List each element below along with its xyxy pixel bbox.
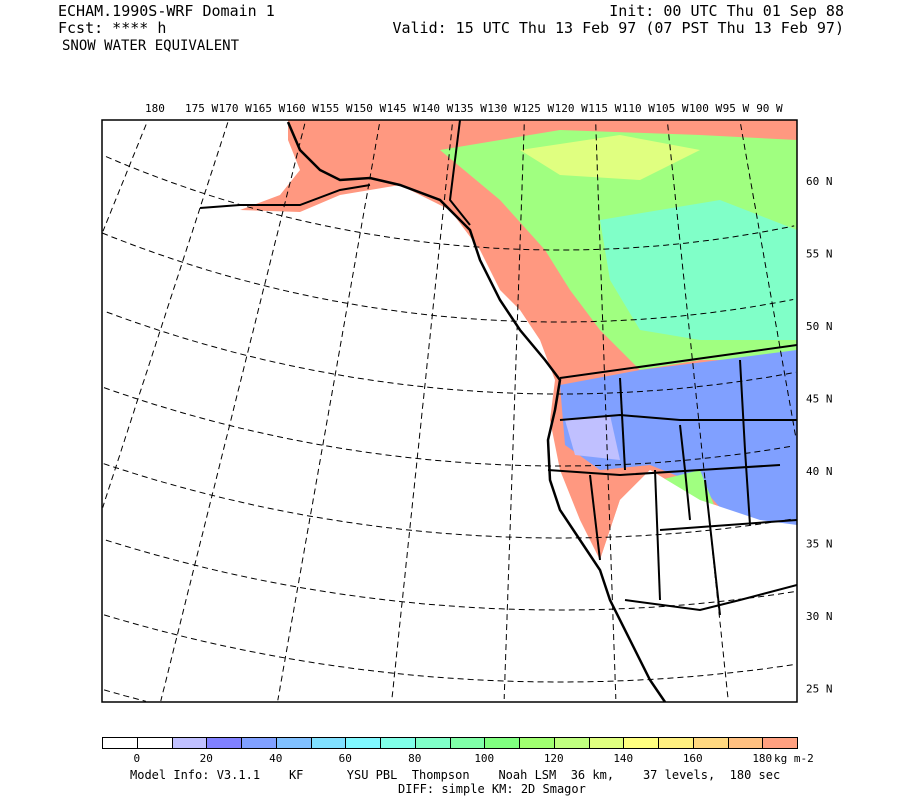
forecast-hour: Fcst: **** h — [58, 19, 167, 37]
colorbar-box — [658, 737, 694, 749]
map-frame — [101, 119, 798, 703]
longitude-label: 160 W — [286, 102, 319, 115]
swe-low-region — [560, 350, 797, 540]
swe-yellow-region — [520, 135, 700, 180]
coastline — [286, 121, 667, 702]
colorbar-box — [171, 737, 208, 749]
longitude-label: 110 W — [622, 102, 655, 115]
colorbar-label: 160 — [682, 752, 703, 765]
longitude-label: 130 W — [487, 102, 520, 115]
colorbar-box — [310, 737, 347, 749]
colorbar-label: 60 — [338, 752, 352, 765]
colorbar-label: 40 — [269, 752, 283, 765]
field-name: SNOW WATER EQUIVALENT — [62, 38, 240, 54]
colorbar-label: 0 — [133, 752, 141, 765]
latitude-line — [102, 232, 794, 323]
longitude-label: 115 W — [588, 102, 621, 115]
longitude-line — [740, 124, 797, 440]
longitude-label: 175 W — [185, 102, 218, 115]
latitude-label: 35 N — [806, 538, 833, 551]
longitude-line — [102, 122, 229, 508]
latitude-label: 40 N — [806, 465, 833, 478]
colorbar-label: 140 — [613, 752, 634, 765]
diff-info: DIFF: simple KM: 2D Smagor — [398, 782, 586, 796]
colorbar-box — [484, 737, 520, 749]
colorbar-label: 20 — [199, 752, 213, 765]
longitude-label: 145 W — [387, 102, 420, 115]
longitude-line — [102, 124, 147, 232]
colorbar-box — [275, 737, 312, 749]
colorbar-box — [206, 737, 242, 749]
colorbar-label: 120 — [543, 752, 564, 765]
colorbar-box — [553, 737, 590, 749]
latitude-label: 50 N — [806, 320, 833, 333]
longitude-label: 95 W — [723, 102, 750, 115]
colorbar-box — [519, 737, 555, 749]
longitude-label: 165 W — [252, 102, 285, 115]
colorbar-box — [449, 737, 486, 749]
colorbar-box — [727, 737, 764, 749]
longitude-label: 170 W — [219, 102, 252, 115]
longitude-labels: 180 175 W 170 W 165 W 160 W 155 W 150 W 145 W 14… — [145, 102, 783, 115]
colorbar-box — [345, 737, 381, 749]
valid-time: Valid: 15 UTC Thu 13 Feb 97 (07 PST Thu … — [392, 19, 844, 37]
longitude-line — [595, 124, 617, 700]
longitude-label: 90 W — [756, 102, 783, 115]
longitude-label: 125 W — [521, 102, 554, 115]
latitude-label: 30 N — [806, 610, 833, 623]
longitude-label: 100 W — [689, 102, 722, 115]
borders — [448, 120, 797, 616]
model-info: Model Info: V3.1.1 KF YSU PBL Thompson N… — [130, 768, 781, 782]
latitude-label: 60 N — [806, 175, 833, 188]
latitude-line — [106, 311, 796, 395]
colorbar-box — [241, 737, 277, 749]
snow-free-region — [600, 470, 797, 702]
colorbar-box — [588, 737, 625, 749]
longitude-label: 155 W — [319, 102, 352, 115]
colorbar-box — [762, 737, 798, 749]
longitude-label: 180 — [145, 102, 165, 115]
colorbar-box — [692, 737, 729, 749]
colorbar-units: kg m-2 — [774, 752, 814, 765]
longitude-line — [160, 123, 306, 702]
longitude-label: 135 W — [454, 102, 487, 115]
longitude-label: 140 W — [420, 102, 453, 115]
colorbar-label: 80 — [408, 752, 422, 765]
longitude-line — [277, 124, 380, 701]
latitude-line — [103, 689, 147, 702]
latitude-line — [103, 463, 792, 539]
plot-title: ECHAM.1990S-WRF Domain 1 — [58, 2, 275, 20]
colorbar-box — [380, 737, 416, 749]
snow-water-equivalent-map: 180 175 W 170 W 165 W 160 W 155 W 150 W 145 W 14… — [101, 102, 833, 703]
colorbar-box — [414, 737, 451, 749]
init-time: Init: 00 UTC Thu 01 Sep 88 — [609, 2, 844, 20]
colorbar-label: 100 — [474, 752, 495, 765]
latitude-label: 55 N — [806, 248, 833, 261]
longitude-label: 120 W — [555, 102, 588, 115]
latitude-labels: 60 N 55 N 50 N 45 N 40 N 35 N 30 N 25 N — [806, 175, 833, 696]
colorbar-label: 180 — [752, 752, 773, 765]
longitude-label: 150 W — [353, 102, 386, 115]
longitude-label: 105 W — [655, 102, 688, 115]
longitude-line — [503, 124, 525, 700]
latitude-line — [103, 387, 792, 467]
latitude-line — [103, 614, 794, 683]
colorbar-box — [136, 737, 173, 749]
latitude-label: 45 N — [806, 393, 833, 406]
colorbar-box — [102, 737, 138, 749]
latitude-label: 25 N — [806, 683, 833, 696]
alaska-peninsula-coast — [199, 184, 371, 209]
latitude-line — [105, 539, 797, 611]
latitude-line — [105, 156, 795, 251]
colorbar-box — [623, 737, 659, 749]
longitude-line — [391, 124, 453, 702]
